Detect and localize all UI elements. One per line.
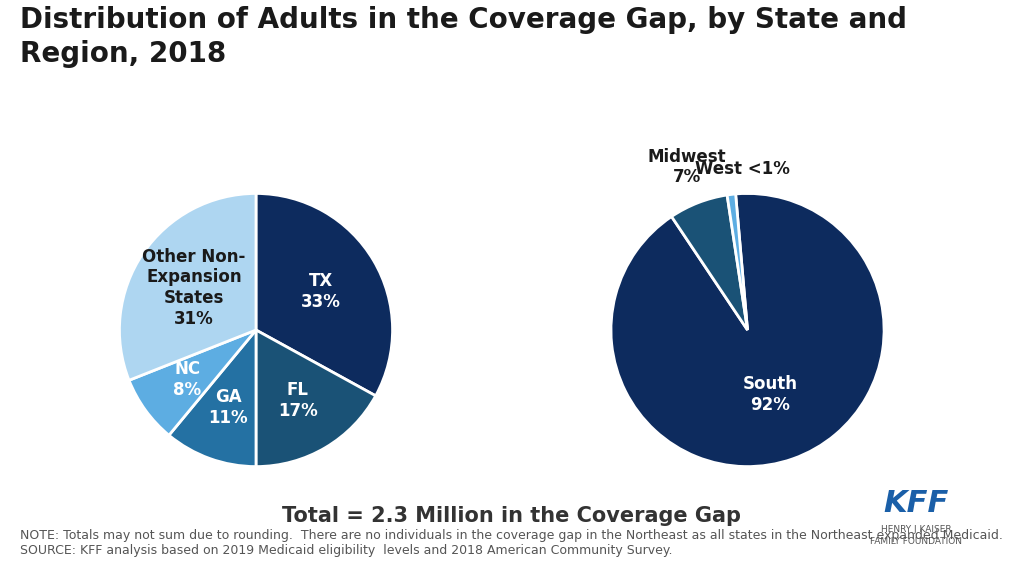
Wedge shape [672,195,748,330]
Wedge shape [727,194,748,330]
Wedge shape [256,193,392,396]
Text: Midwest
7%: Midwest 7% [648,147,726,186]
Wedge shape [169,330,256,467]
Text: Other Non-
Expansion
States
31%: Other Non- Expansion States 31% [142,248,246,328]
Text: TX
33%: TX 33% [301,273,341,311]
Text: Total = 2.3 Million in the Coverage Gap: Total = 2.3 Million in the Coverage Gap [283,506,741,526]
Text: GA
11%: GA 11% [209,387,248,427]
Wedge shape [256,330,376,467]
Wedge shape [129,330,256,435]
Text: KFF: KFF [884,489,949,518]
Wedge shape [611,193,884,467]
Text: West <1%: West <1% [695,160,790,178]
Text: NOTE: Totals may not sum due to rounding.  There are no individuals in the cover: NOTE: Totals may not sum due to rounding… [20,529,1004,557]
Text: South
92%: South 92% [742,375,798,414]
Text: FL
17%: FL 17% [278,381,317,420]
Text: NC
8%: NC 8% [173,360,202,399]
Wedge shape [120,193,256,380]
Text: Distribution of Adults in the Coverage Gap, by State and
Region, 2018: Distribution of Adults in the Coverage G… [20,6,907,68]
Text: HENRY J KAISER
FAMILY FOUNDATION: HENRY J KAISER FAMILY FOUNDATION [870,525,963,546]
